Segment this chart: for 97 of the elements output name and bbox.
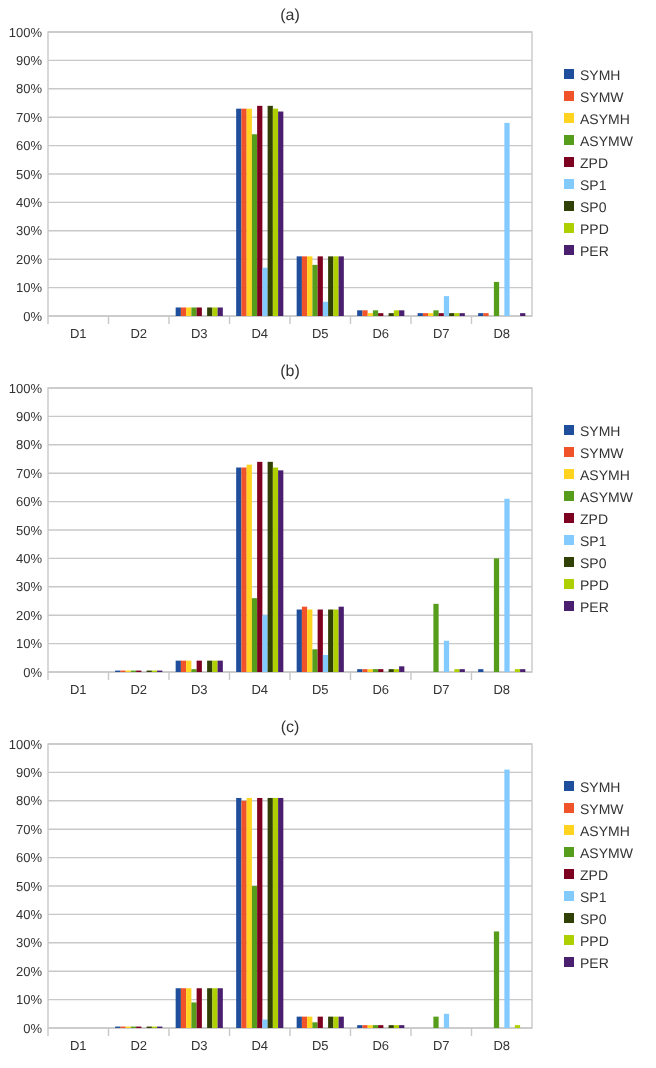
bar bbox=[338, 606, 344, 672]
bar bbox=[433, 310, 439, 316]
bar bbox=[207, 988, 213, 1028]
bar bbox=[278, 797, 284, 1028]
bar bbox=[207, 660, 213, 672]
bar bbox=[493, 281, 500, 316]
bar bbox=[322, 301, 329, 316]
bar bbox=[257, 461, 263, 672]
bar bbox=[175, 988, 181, 1028]
bar bbox=[301, 606, 308, 672]
bar bbox=[241, 108, 247, 316]
bar bbox=[443, 1013, 450, 1028]
bar bbox=[180, 660, 187, 672]
bar bbox=[267, 105, 273, 316]
bar bbox=[257, 797, 263, 1028]
bar bbox=[328, 1016, 334, 1028]
bar bbox=[241, 467, 247, 672]
bar bbox=[267, 461, 273, 672]
bar bbox=[262, 1019, 268, 1028]
bar bbox=[433, 1016, 439, 1028]
bar bbox=[443, 640, 450, 672]
bar bbox=[307, 609, 313, 672]
bar bbox=[267, 797, 273, 1028]
bar bbox=[504, 769, 510, 1028]
bar bbox=[251, 134, 258, 316]
bar bbox=[399, 666, 405, 672]
bar bbox=[278, 470, 284, 672]
bar bbox=[493, 931, 500, 1028]
bar bbox=[296, 609, 302, 672]
bar bbox=[196, 307, 202, 316]
bar bbox=[212, 660, 218, 672]
bar bbox=[272, 108, 279, 316]
bar bbox=[241, 800, 247, 1028]
bar bbox=[262, 267, 268, 316]
bar bbox=[186, 307, 192, 316]
bar bbox=[272, 467, 279, 672]
bar bbox=[246, 108, 252, 316]
bar bbox=[301, 1016, 308, 1028]
bar bbox=[307, 256, 313, 316]
bar bbox=[312, 649, 318, 672]
bar bbox=[322, 654, 329, 672]
bar bbox=[212, 307, 218, 316]
bar bbox=[328, 256, 334, 316]
bar bbox=[180, 307, 187, 316]
bar bbox=[504, 498, 510, 672]
bar bbox=[333, 609, 339, 672]
bar bbox=[272, 797, 279, 1028]
bar bbox=[338, 256, 344, 316]
bar bbox=[357, 310, 363, 316]
bar bbox=[186, 988, 192, 1028]
bar bbox=[251, 886, 258, 1028]
bar bbox=[433, 603, 439, 672]
bar bbox=[307, 1016, 313, 1028]
bar bbox=[362, 310, 368, 316]
bar bbox=[278, 111, 284, 316]
bar bbox=[236, 797, 242, 1028]
bar bbox=[180, 988, 187, 1028]
bar bbox=[212, 988, 218, 1028]
bar bbox=[493, 558, 500, 672]
bar bbox=[186, 660, 192, 672]
chart-title: (c) bbox=[280, 718, 300, 736]
bar bbox=[443, 296, 450, 316]
chart-title: (a) bbox=[280, 6, 301, 24]
bar bbox=[317, 1016, 323, 1028]
bar bbox=[217, 307, 223, 316]
chart-title: (b) bbox=[280, 362, 301, 380]
bar bbox=[251, 598, 258, 672]
bar bbox=[328, 609, 334, 672]
bar bbox=[191, 1002, 197, 1028]
bar bbox=[257, 105, 263, 316]
bar bbox=[372, 310, 379, 316]
bar bbox=[236, 108, 242, 316]
bar bbox=[196, 660, 202, 672]
bar bbox=[246, 797, 252, 1028]
bar bbox=[196, 988, 202, 1028]
bar bbox=[504, 122, 510, 316]
bar bbox=[175, 307, 181, 316]
bar bbox=[246, 464, 252, 672]
bar bbox=[262, 615, 268, 672]
bar bbox=[399, 310, 405, 316]
bar bbox=[333, 256, 339, 316]
bar bbox=[312, 264, 318, 316]
bar bbox=[207, 307, 213, 316]
bar bbox=[317, 609, 323, 672]
bar bbox=[175, 660, 181, 672]
bar bbox=[296, 1016, 302, 1028]
bar bbox=[296, 256, 302, 316]
bar bbox=[312, 1022, 318, 1028]
bar bbox=[333, 1016, 339, 1028]
bar bbox=[338, 1016, 344, 1028]
bar bbox=[217, 660, 223, 672]
bar bbox=[236, 467, 242, 672]
bar bbox=[301, 256, 308, 316]
bar bbox=[217, 988, 223, 1028]
bar bbox=[191, 307, 197, 316]
bar bbox=[393, 310, 400, 316]
bar bbox=[317, 256, 323, 316]
